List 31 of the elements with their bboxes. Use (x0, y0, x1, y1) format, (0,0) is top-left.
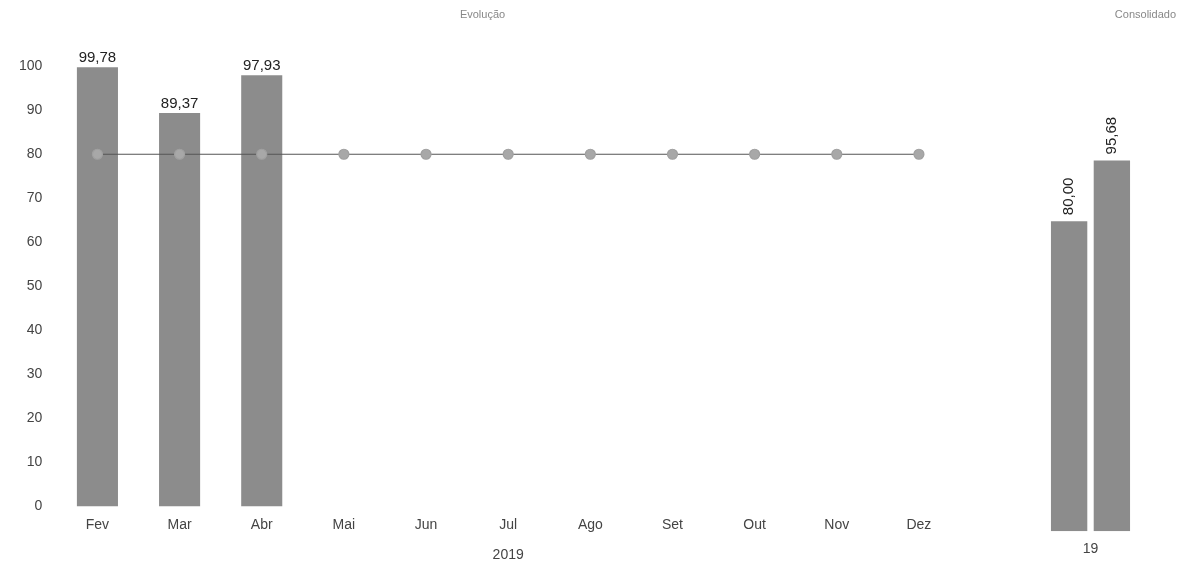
y-tick-label: 70 (26, 189, 43, 206)
chart-title: Evolução (459, 7, 506, 20)
x-tick-label: Out (743, 515, 767, 532)
y-tick-label: 100 (19, 57, 43, 74)
x-tick-label: Jul (499, 515, 518, 532)
data-label: 99,78 (78, 47, 117, 65)
y-tick-label: 30 (26, 365, 43, 382)
data-label: 97,93 (242, 55, 281, 73)
x-tick-label: Mar (167, 515, 192, 532)
x-tick-label: Nov (824, 515, 850, 532)
y-tick-label: 40 (26, 321, 43, 338)
data-label: 80,00 (1059, 177, 1077, 216)
y-tick-label: 60 (26, 233, 43, 250)
chart-title: Consolidado (1114, 7, 1176, 20)
x-tick-label: Ago (577, 515, 603, 532)
data-label: 89,37 (160, 93, 199, 111)
y-tick-label: 10 (26, 453, 43, 470)
y-tick-label: 80 (26, 145, 43, 162)
y-tick-label: 90 (26, 101, 43, 118)
x-tick-label: Mai (332, 515, 356, 532)
y-tick-label: 50 (26, 277, 43, 294)
x-tick-label: Set (661, 515, 684, 532)
x-axis-title: 2019 (492, 546, 524, 563)
x-tick-label: Dez (906, 515, 932, 532)
x-tick-label: Abr (250, 515, 273, 532)
data-label: 95,68 (1102, 116, 1120, 155)
x-tick-label: Jun (414, 515, 438, 532)
x-tick-label: 19 (1082, 540, 1099, 557)
y-tick-label: 20 (26, 409, 43, 426)
y-tick-label: 0 (34, 497, 43, 514)
x-tick-label: Fev (85, 515, 110, 532)
